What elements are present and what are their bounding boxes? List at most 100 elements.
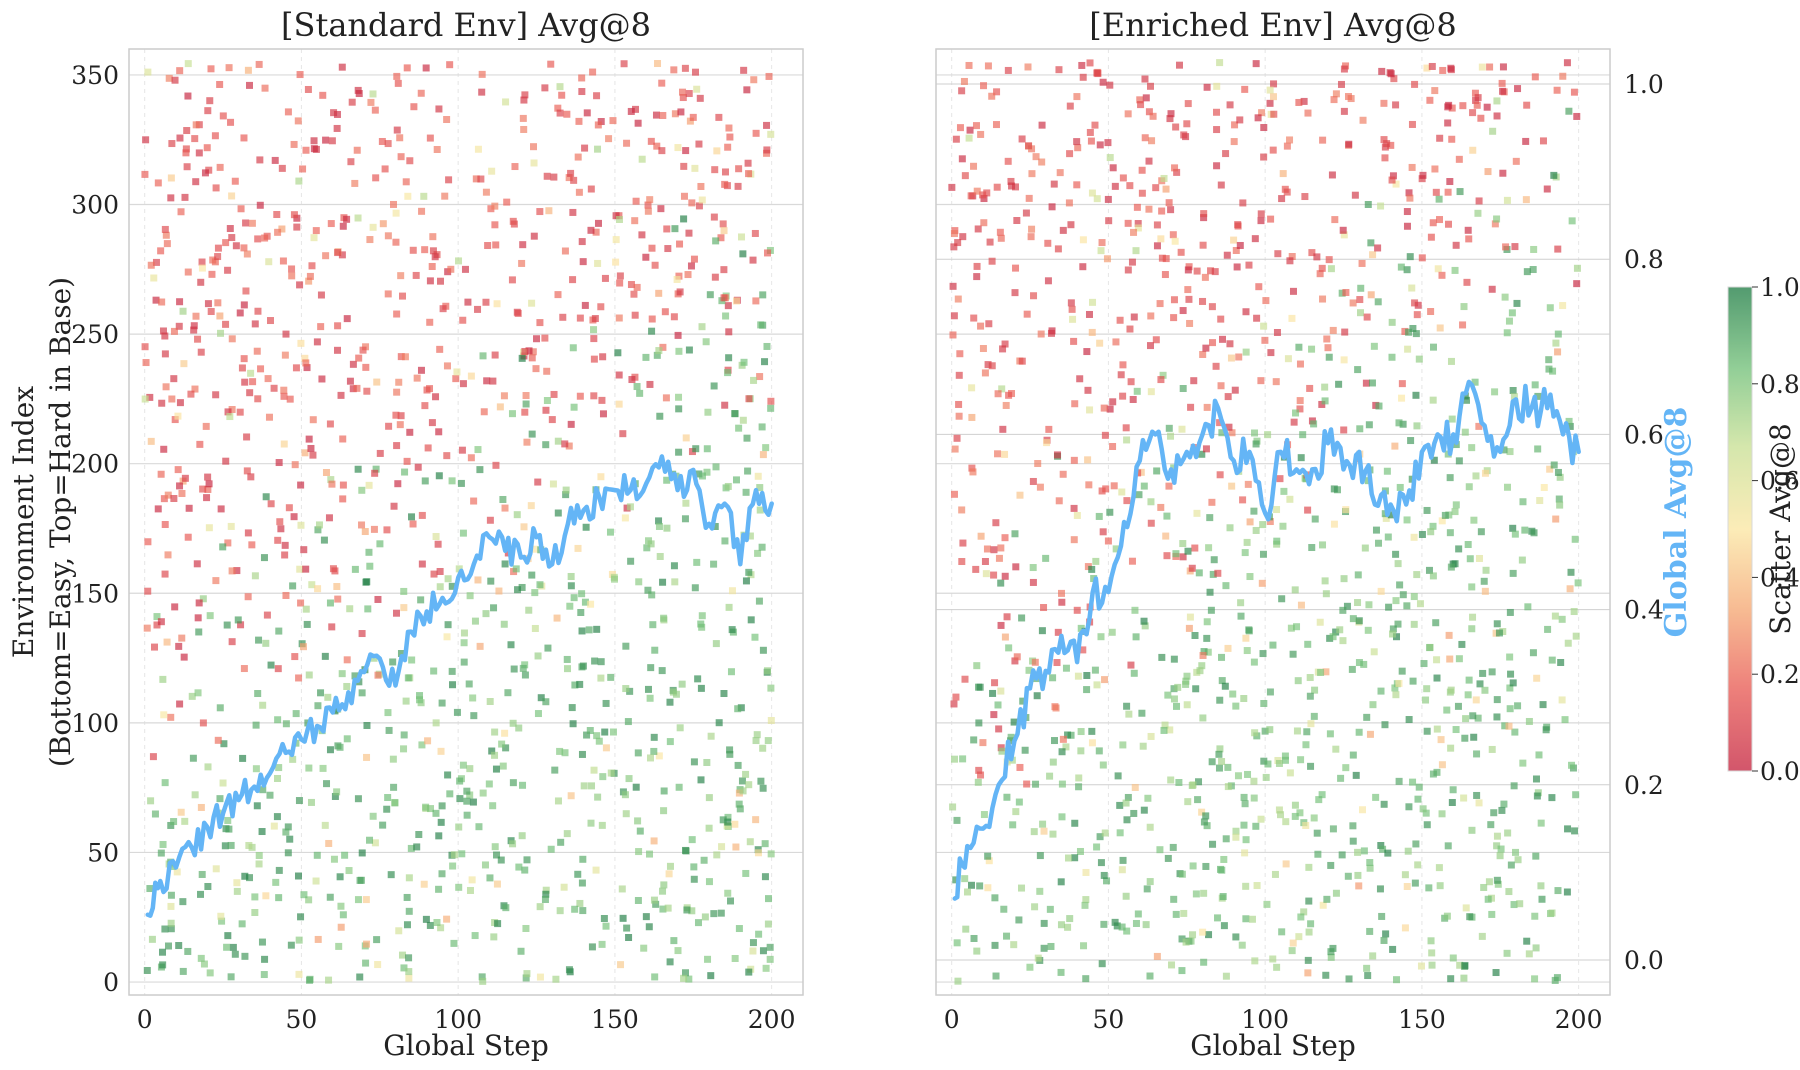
scatter-point <box>319 91 327 99</box>
scatter-point <box>762 444 770 452</box>
scatter-point <box>1318 400 1326 408</box>
scatter-point <box>1385 603 1393 611</box>
scatter-point <box>236 309 244 317</box>
scatter-point <box>177 808 185 816</box>
scatter-point <box>1198 808 1206 816</box>
scatter-point <box>1464 226 1472 234</box>
scatter-point <box>438 802 446 810</box>
scatter-point <box>270 822 278 830</box>
scatter-point <box>1077 747 1085 755</box>
scatter-point <box>514 586 522 594</box>
scatter-point <box>1419 805 1427 813</box>
scatter-point <box>1161 271 1169 279</box>
scatter-point <box>1282 860 1290 868</box>
scatter-point <box>401 468 409 476</box>
scatter-point <box>1355 882 1363 890</box>
scatter-point <box>1184 286 1192 294</box>
scatter-point <box>1308 544 1316 552</box>
scatter-point <box>1327 953 1335 961</box>
scatter-point <box>1292 409 1300 417</box>
scatter-point <box>1088 328 1096 336</box>
scatter-point <box>374 595 382 603</box>
scatter-point <box>1257 210 1265 218</box>
scatter-point <box>1102 485 1110 493</box>
scatter-point <box>1289 650 1297 658</box>
scatter-point <box>1490 809 1498 817</box>
scatter-point <box>1200 889 1208 897</box>
scatter-point <box>742 488 750 496</box>
scatter-point <box>726 746 734 754</box>
scatter-point <box>728 587 736 595</box>
scatter-point <box>1354 599 1362 607</box>
scatter-point <box>758 543 766 551</box>
scatter-point <box>349 360 357 368</box>
scatter-point <box>675 347 683 355</box>
scatter-point <box>223 943 231 951</box>
scatter-point <box>385 726 393 734</box>
scatter-point <box>1423 821 1431 829</box>
scatter-point <box>1355 728 1363 736</box>
scatter-point <box>1044 277 1052 285</box>
scatter-point <box>301 449 309 457</box>
scatter-point <box>680 974 688 982</box>
scatter-point <box>1316 270 1324 278</box>
scatter-point <box>436 277 444 285</box>
scatter-point <box>455 823 463 831</box>
scatter-point <box>1216 696 1224 704</box>
scatter-point <box>337 391 345 399</box>
scatter-point <box>1406 194 1414 202</box>
scatter-point <box>178 490 186 498</box>
scatter-point <box>578 238 586 246</box>
scatter-point <box>502 98 510 106</box>
scatter-point <box>636 389 644 397</box>
scatter-point <box>1146 823 1154 831</box>
scatter-point <box>1409 324 1417 332</box>
scatter-point <box>416 692 424 700</box>
scatter-point <box>460 629 468 637</box>
scatter-point <box>1383 140 1391 148</box>
scatter-point <box>638 231 646 239</box>
scatter-point <box>1403 266 1411 274</box>
scatter-point <box>1079 236 1087 244</box>
scatter-point <box>184 60 192 68</box>
scatter-point <box>188 692 196 700</box>
scatter-point <box>1561 716 1569 724</box>
scatter-point <box>1204 648 1212 656</box>
scatter-point <box>1393 633 1401 641</box>
scatter-point <box>1433 725 1441 733</box>
scatter-point <box>1359 116 1367 124</box>
scatter-point <box>964 888 972 896</box>
scatter-point <box>1427 937 1435 945</box>
scatter-point <box>189 754 197 762</box>
scatter-point <box>1357 309 1365 317</box>
scatter-point <box>286 835 294 843</box>
scatter-point <box>1455 155 1463 163</box>
scatter-point <box>1326 730 1334 738</box>
scatter-point <box>1509 387 1517 395</box>
scatter-point <box>1246 573 1254 581</box>
scatter-point <box>1163 552 1171 560</box>
scatter-point <box>656 552 664 560</box>
scatter-point <box>1327 948 1335 956</box>
scatter-point <box>308 262 316 270</box>
scatter-point <box>1046 905 1054 913</box>
scatter-point <box>1483 103 1491 111</box>
scatter-point <box>578 74 586 82</box>
scatter-point <box>289 755 297 763</box>
scatter-point <box>542 890 550 898</box>
scatter-point <box>1347 95 1355 103</box>
scatter-point <box>1132 919 1140 927</box>
scatter-point <box>418 207 426 215</box>
scatter-point <box>417 366 425 374</box>
scatter-point <box>204 763 212 771</box>
scatter-point <box>1230 138 1238 146</box>
scatter-point <box>1106 508 1114 516</box>
scatter-point <box>1242 308 1250 316</box>
scatter-point <box>1318 264 1326 272</box>
scatter-point <box>609 117 617 125</box>
scatter-point <box>1095 747 1103 755</box>
scatter-point <box>653 351 661 359</box>
scatter-point <box>1509 524 1517 532</box>
scatter-point <box>1032 153 1040 161</box>
scatter-point <box>547 845 555 853</box>
